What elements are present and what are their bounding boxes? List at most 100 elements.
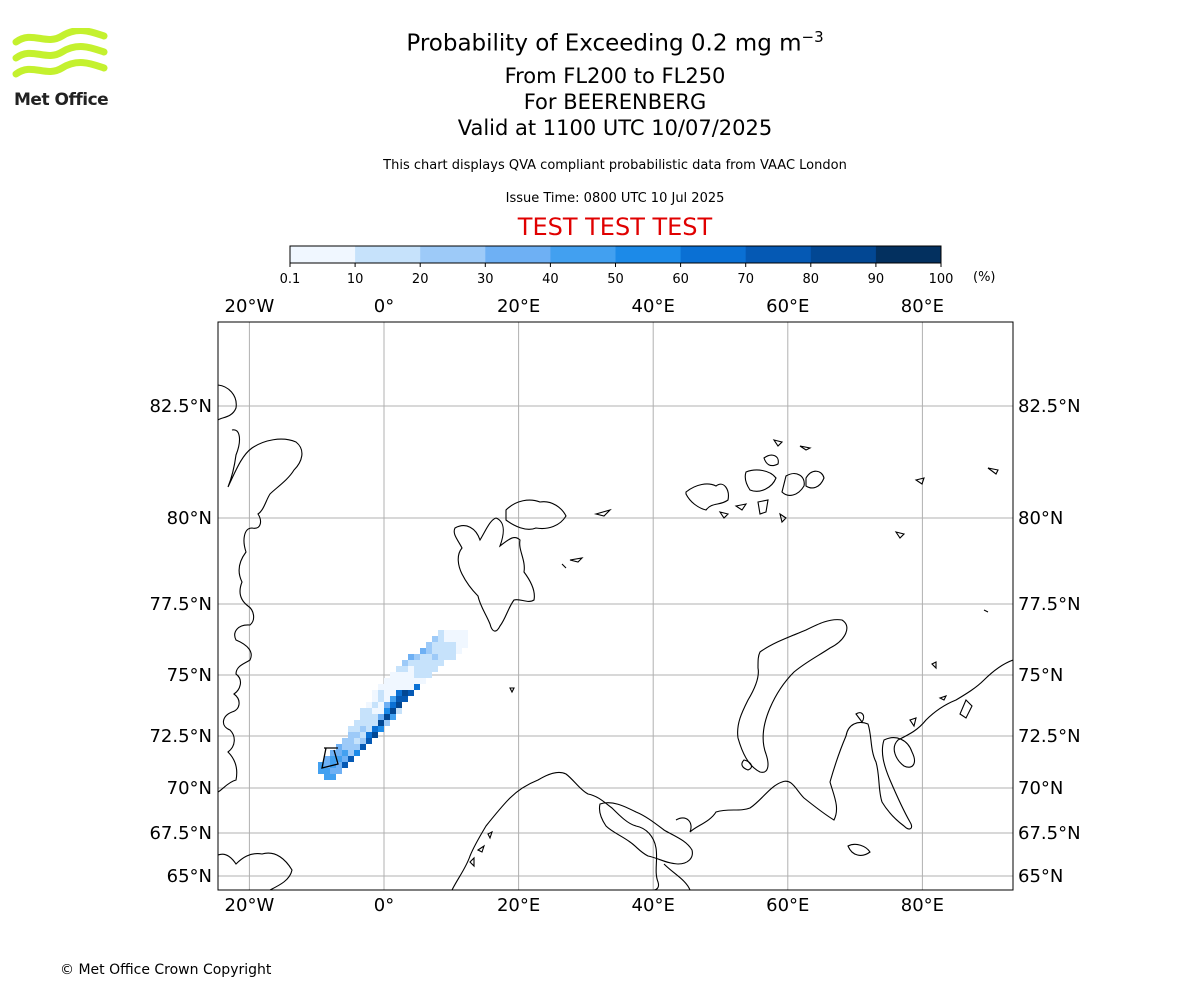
plume-cell: [336, 750, 342, 756]
plume-cell: [408, 684, 414, 690]
plume-cell: [366, 726, 372, 732]
colorbar-segment: [355, 246, 421, 263]
lat-label-right: 82.5°N: [1018, 396, 1081, 417]
test-banner: TEST TEST TEST: [517, 213, 713, 241]
plume-cell: [384, 678, 390, 684]
flight-level-range: From FL200 to FL250: [504, 64, 726, 88]
plume-cell: [330, 750, 336, 756]
plume-cell: [396, 672, 402, 678]
plume-cell: [420, 654, 426, 660]
plume-cell: [420, 678, 426, 684]
chart-title-superscript: −3: [801, 28, 824, 46]
coastline-greenland: [218, 384, 303, 793]
coastline-franz-josef-land: [685, 439, 825, 524]
plume-cell: [420, 672, 426, 678]
plume-cell: [360, 714, 366, 720]
plume-cell: [456, 636, 462, 642]
plume-cell: [390, 672, 396, 678]
plume-cell: [462, 630, 468, 636]
plume-cell: [390, 708, 396, 714]
plume-cell: [432, 648, 438, 654]
plume-cell: [402, 684, 408, 690]
colorbar-tick-label: 90: [868, 272, 885, 287]
plume-cell: [360, 744, 366, 750]
plume-cell: [384, 714, 390, 720]
plume-cell: [366, 702, 372, 708]
plume-cell: [384, 702, 390, 708]
plume-cell: [366, 720, 372, 726]
coastlines: [218, 384, 1013, 890]
plume-cell: [408, 672, 414, 678]
plume-cell: [426, 654, 432, 660]
plume-cell: [378, 726, 384, 732]
plume-cell: [378, 690, 384, 696]
plume-cell: [348, 726, 354, 732]
plume-cell: [426, 642, 432, 648]
plume-cell: [330, 774, 336, 780]
colorbar-segment: [290, 246, 356, 263]
colorbar-tick-label: 50: [607, 272, 624, 287]
plume-cell: [396, 690, 402, 696]
lat-label-left: 80°N: [167, 508, 212, 529]
plume-cell: [360, 708, 366, 714]
colorbar-tick-label: 20: [412, 272, 429, 287]
plume-cell: [432, 654, 438, 660]
plume-cell: [438, 654, 444, 660]
plume-cell: [402, 672, 408, 678]
plume-cell: [384, 684, 390, 690]
lat-label-right: 65°N: [1018, 866, 1063, 887]
plume-cell: [366, 732, 372, 738]
coastline-bear-island: [509, 687, 515, 694]
plume-cell: [372, 696, 378, 702]
plume-cell: [414, 654, 420, 660]
plume-cell: [450, 636, 456, 642]
lon-label-bottom: 40°E: [632, 895, 675, 916]
coastline-lofoten: [469, 830, 493, 868]
colorbar-segment: [745, 246, 812, 263]
plume-cell: [456, 648, 462, 654]
colorbar-segment: [615, 246, 682, 263]
lon-label-top: 40°E: [632, 296, 675, 317]
plume-cell: [432, 642, 438, 648]
plume-cell: [324, 774, 330, 780]
plume-cell: [390, 702, 396, 708]
plume-cell: [354, 738, 360, 744]
plume-cell: [372, 690, 378, 696]
plume-cell: [444, 636, 450, 642]
plume-cell: [426, 660, 432, 666]
plume-cell: [372, 726, 378, 732]
plume-cell: [450, 654, 456, 660]
plume-cell: [354, 744, 360, 750]
lon-label-bottom: 20°W: [225, 895, 275, 916]
plume-cell: [426, 666, 432, 672]
plume-cell: [318, 762, 324, 768]
map-tick-labels: 20°W 20°W 0° 0° 20°E 20°E 40°E 40°E 60°E 60°E 80°E…: [149, 296, 1080, 916]
lon-label-top: 0°: [374, 296, 394, 317]
colorbar-tick-label: 30: [477, 272, 494, 287]
plume-cell: [336, 756, 342, 762]
plume-cell: [330, 756, 336, 762]
plume-cell: [432, 660, 438, 666]
plume-cell: [402, 696, 408, 702]
lat-label-left: 75°N: [167, 665, 212, 686]
plume-cell: [396, 696, 402, 702]
plume-cell: [336, 744, 342, 750]
plume-cell: [438, 642, 444, 648]
plume-cell: [342, 762, 348, 768]
plume-cell: [336, 768, 342, 774]
plume-cell: [390, 696, 396, 702]
plume-cell: [354, 732, 360, 738]
issue-time: Issue Time: 0800 UTC 10 Jul 2025: [505, 191, 725, 206]
plume-cell: [408, 678, 414, 684]
plume-cell: [462, 642, 468, 648]
colorbar: 0.1 10 20 30 40 50 60 70 80 90 100: [280, 245, 953, 287]
plume-cell: [372, 720, 378, 726]
plume-cell: [378, 720, 384, 726]
colorbar-unit: (%): [973, 270, 996, 285]
coastline-vaygach: [741, 759, 753, 771]
plume-cell: [342, 738, 348, 744]
plume-cell: [378, 714, 384, 720]
lon-label-top: 60°E: [766, 296, 809, 317]
colorbar-tick-label: 10: [347, 272, 364, 287]
plume-cell: [402, 666, 408, 672]
